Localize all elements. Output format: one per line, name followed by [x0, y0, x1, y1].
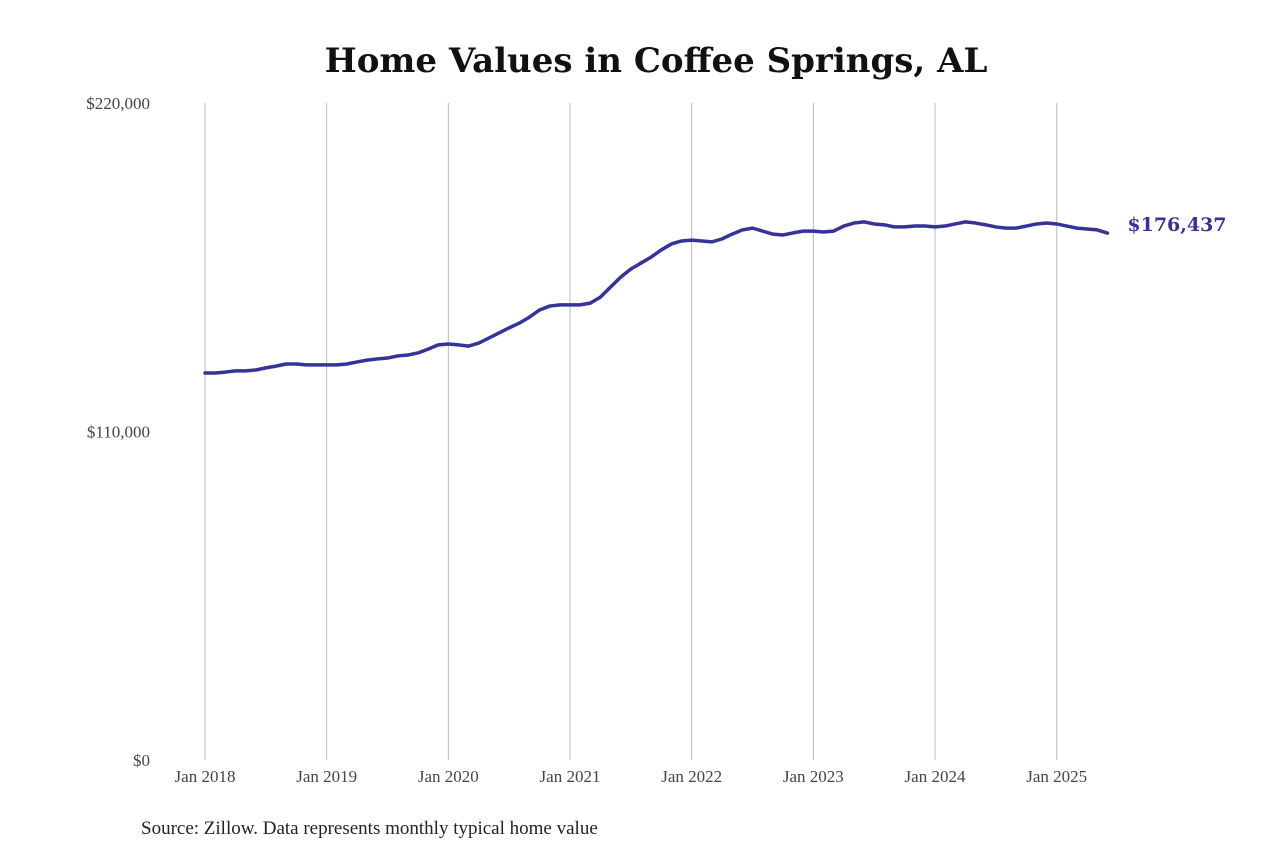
x-tick-label: Jan 2022 — [661, 767, 722, 786]
y-tick-label: $110,000 — [87, 423, 150, 442]
x-tick-label: Jan 2018 — [175, 767, 236, 786]
line-series — [203, 220, 1110, 375]
x-tick-label: Jan 2025 — [1026, 767, 1087, 786]
y-tick-label: $0 — [133, 751, 150, 770]
x-tick-label: Jan 2021 — [540, 767, 601, 786]
x-tick-label: Jan 2019 — [296, 767, 357, 786]
y-tick-label: $220,000 — [86, 94, 150, 113]
x-tick-label: Jan 2023 — [783, 767, 844, 786]
x-tick-label: Jan 2024 — [905, 767, 966, 786]
end-value-label: $176,437 — [1127, 214, 1226, 236]
x-tick-label: Jan 2020 — [418, 767, 479, 786]
chart-title: Home Values in Coffee Springs, AL — [325, 41, 988, 81]
source-note: Source: Zillow. Data represents monthly … — [141, 818, 598, 839]
